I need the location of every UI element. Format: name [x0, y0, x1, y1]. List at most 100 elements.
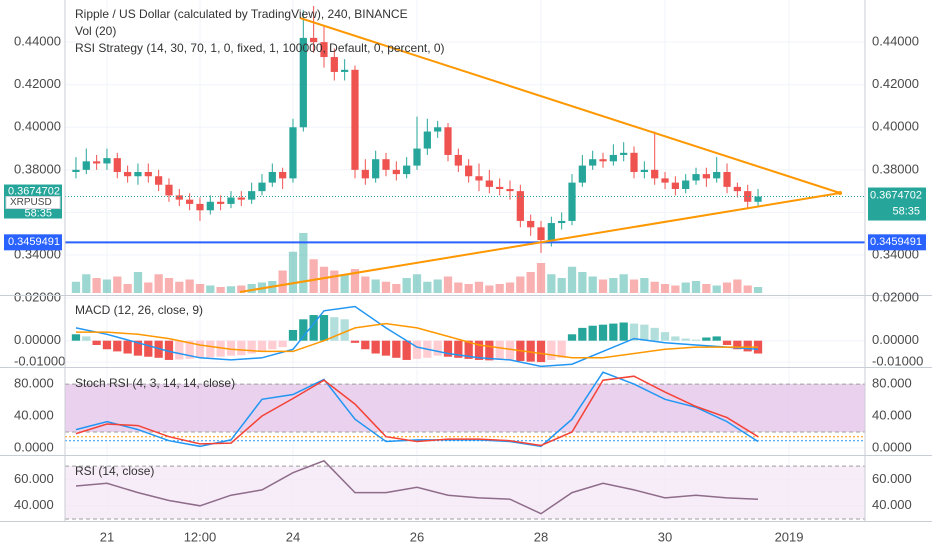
- volume-bar: [722, 282, 732, 293]
- series-line: [75, 305, 759, 368]
- y-tick-label: 0.40000: [14, 119, 61, 134]
- histogram-bar: [71, 334, 81, 341]
- volume-bar: [92, 278, 101, 293]
- candle-body: [661, 178, 669, 183]
- series-line: [76, 322, 758, 359]
- y-tick-label: 80.000: [14, 376, 54, 391]
- y-tick-label: 0.44000: [14, 34, 61, 49]
- candle-body: [454, 154, 462, 166]
- volume-bar: [226, 286, 236, 293]
- histogram-bar: [433, 340, 442, 356]
- histogram-bar: [309, 315, 318, 341]
- candle-body: [320, 42, 328, 58]
- candle-body: [475, 176, 483, 181]
- series-line: [75, 371, 759, 448]
- volume-bar: [681, 282, 690, 293]
- volume-bar: [598, 279, 608, 293]
- candle-body: [444, 127, 452, 155]
- y-tick-label: 40.000: [14, 497, 54, 512]
- candle-body: [134, 171, 142, 177]
- candle-body: [351, 69, 359, 170]
- candle-body: [485, 180, 493, 187]
- x-tick-label: 21: [100, 529, 114, 544]
- candle-body: [186, 199, 194, 204]
- candle-body: [103, 158, 111, 164]
- y-tick-label: -0.01000: [872, 354, 923, 369]
- candle-body: [578, 165, 586, 183]
- candle-body: [113, 158, 121, 172]
- volume-bar: [123, 284, 132, 293]
- volume-bar: [454, 282, 463, 293]
- volume-bar: [319, 266, 329, 293]
- histogram-bar: [381, 340, 391, 356]
- histogram-bar: [733, 340, 742, 350]
- histogram-bar: [609, 323, 618, 341]
- histogram-bar: [123, 340, 132, 354]
- histogram-bar: [113, 340, 122, 352]
- candle-body: [413, 148, 421, 166]
- volume-bar: [516, 276, 525, 293]
- histogram-bar: [268, 340, 277, 350]
- histogram-bar: [526, 340, 535, 362]
- volume-bar: [464, 284, 473, 293]
- volume-bar: [144, 282, 153, 293]
- candle-body: [382, 159, 390, 170]
- histogram-bar: [402, 340, 411, 360]
- histogram-bar: [702, 337, 711, 341]
- candle-body: [175, 195, 183, 200]
- volume-bar: [164, 278, 174, 293]
- histogram-bar: [536, 340, 546, 363]
- y-tick-label: 80.000: [872, 376, 912, 391]
- volume-bar: [237, 285, 246, 293]
- volume-bar: [340, 274, 349, 293]
- indicator-title: Stoch RSI (4, 3, 14, 14, close): [75, 376, 235, 390]
- candle-body: [93, 161, 101, 164]
- histogram-bar: [474, 340, 484, 360]
- histogram-bar: [712, 336, 721, 341]
- histogram-bar: [640, 324, 649, 341]
- volume-bar: [392, 284, 401, 293]
- volume-bar: [154, 274, 163, 293]
- volume-bar: [82, 274, 91, 293]
- trendline: [239, 192, 841, 293]
- histogram-bar: [195, 340, 205, 358]
- volume-bar: [195, 284, 205, 293]
- histogram-bar: [598, 324, 608, 341]
- histogram-bar: [505, 340, 515, 360]
- candle-body: [589, 159, 597, 166]
- volume-bar: [299, 233, 308, 293]
- histogram-bar: [288, 330, 298, 341]
- volume-bar: [753, 287, 763, 293]
- volume-bar: [361, 276, 370, 293]
- volume-bar: [102, 279, 112, 293]
- volume-bar: [650, 281, 659, 293]
- y-tick-label: 0.42000: [872, 76, 919, 91]
- volume-bar: [278, 270, 287, 293]
- volume-bar: [175, 281, 184, 293]
- histogram-bar: [691, 339, 701, 341]
- x-tick-label: 12:00: [184, 529, 217, 544]
- y-tick-label: 0.38000: [14, 161, 61, 176]
- histogram-bar: [629, 323, 639, 341]
- volume-bar: [733, 279, 742, 293]
- candle-body: [682, 180, 690, 190]
- histogram-bar: [371, 340, 380, 354]
- volume-bar: [309, 259, 318, 293]
- volume-bar: [495, 284, 504, 293]
- histogram-bar: [454, 340, 463, 358]
- histogram-bar: [588, 325, 597, 341]
- volume-bar: [288, 251, 298, 293]
- histogram-bar: [722, 340, 732, 345]
- price-tag-label: 0.3459491: [8, 236, 60, 248]
- candle-body: [196, 203, 204, 211]
- histogram-bar: [247, 340, 256, 354]
- histogram-bar: [464, 340, 473, 359]
- symbol-tag: [5, 196, 61, 210]
- volume-bar: [443, 276, 453, 293]
- volume-bar: [206, 285, 215, 293]
- candle-body: [733, 186, 741, 192]
- candle-body: [227, 197, 235, 204]
- histogram-bar: [671, 336, 680, 341]
- candle-body: [620, 152, 628, 155]
